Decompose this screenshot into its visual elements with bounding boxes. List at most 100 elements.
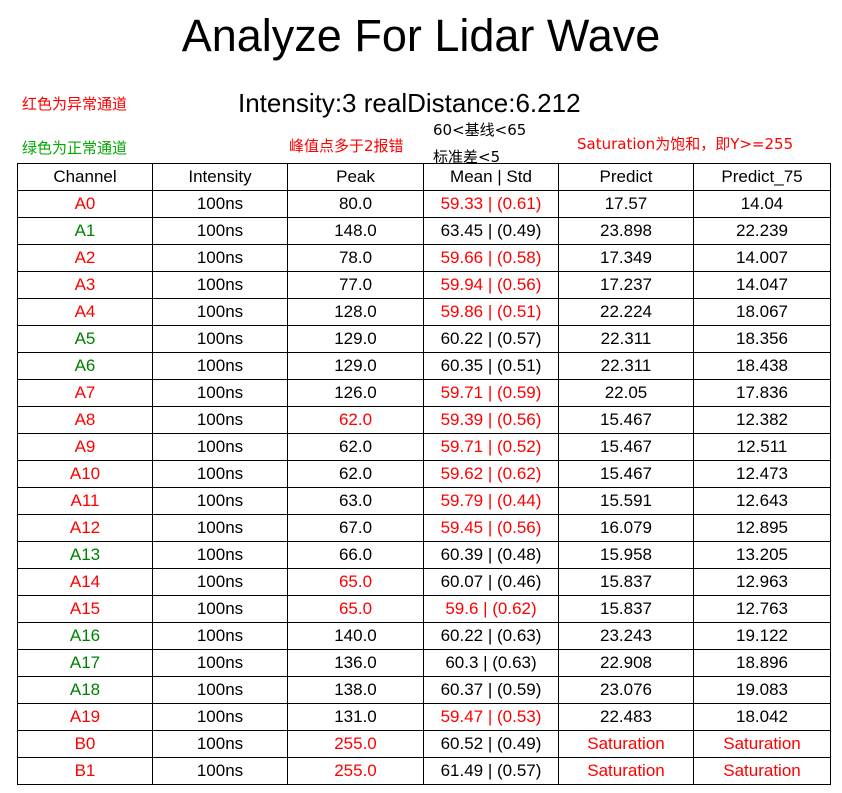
peak-cell: 128.0	[287, 298, 424, 326]
table-row: A0 100ns 80.0 59.33 | (0.61) 17.57 14.04	[17, 190, 831, 218]
peak-cell: 77.0	[287, 271, 424, 299]
intensity-cell: 100ns	[152, 568, 288, 596]
predict-75-cell: 18.042	[693, 703, 831, 731]
peak-cell: 62.0	[287, 433, 424, 461]
intensity-cell: 100ns	[152, 379, 288, 407]
predict-cell: 15.467	[558, 433, 694, 461]
table-row: A6 100ns 129.0 60.35 | (0.51) 22.311 18.438	[17, 352, 831, 380]
peak-cell: 255.0	[287, 757, 424, 785]
channel-cell: A19	[17, 703, 153, 731]
predict-cell: 23.898	[558, 217, 694, 245]
table-row: A19 100ns 131.0 59.47 | (0.53) 22.483 18.042	[17, 703, 831, 731]
predict-cell: 23.243	[558, 622, 694, 650]
mean-std-cell: 60.37 | (0.59)	[423, 676, 559, 704]
predict-75-cell: 18.438	[693, 352, 831, 380]
mean-std-cell: 60.22 | (0.63)	[423, 622, 559, 650]
predict-cell: 22.483	[558, 703, 694, 731]
peak-cell: 65.0	[287, 568, 424, 596]
predict-75-cell: 18.896	[693, 649, 831, 677]
header-peak: Peak	[287, 163, 424, 191]
channel-cell: A9	[17, 433, 153, 461]
legend-normal-text: 绿色为正常通道	[22, 139, 128, 157]
table-row: A1 100ns 148.0 63.45 | (0.49) 23.898 22.239	[17, 217, 831, 245]
intensity-cell: 100ns	[152, 352, 288, 380]
table-row: A16 100ns 140.0 60.22 | (0.63) 23.243 19.122	[17, 622, 831, 650]
predict-75-cell: 13.205	[693, 541, 831, 569]
predict-cell: Saturation	[558, 730, 694, 758]
mean-std-cell: 59.71 | (0.52)	[423, 433, 559, 461]
channel-cell: A11	[17, 487, 153, 515]
peak-cell: 131.0	[287, 703, 424, 731]
peak-cell: 78.0	[287, 244, 424, 272]
peak-cell: 148.0	[287, 217, 424, 245]
mean-std-cell: 60.35 | (0.51)	[423, 352, 559, 380]
channel-cell: A5	[17, 325, 153, 353]
channel-cell: A7	[17, 379, 153, 407]
channel-cell: A4	[17, 298, 153, 326]
predict-75-cell: 12.511	[693, 433, 831, 461]
intensity-cell: 100ns	[152, 244, 288, 272]
predict-cell: 16.079	[558, 514, 694, 542]
predict-cell: 15.467	[558, 460, 694, 488]
intensity-cell: 100ns	[152, 460, 288, 488]
predict-cell: 17.57	[558, 190, 694, 218]
predict-cell: 15.591	[558, 487, 694, 515]
mean-std-cell: 60.22 | (0.57)	[423, 325, 559, 353]
channel-table: Channel Intensity Peak Mean | Std Predic…	[17, 163, 831, 785]
intensity-cell: 100ns	[152, 433, 288, 461]
predict-cell: Saturation	[558, 757, 694, 785]
intensity-cell: 100ns	[152, 676, 288, 704]
predict-75-cell: 12.895	[693, 514, 831, 542]
table-row: A7 100ns 126.0 59.71 | (0.59) 22.05 17.836	[17, 379, 831, 407]
header-predict-75: Predict_75	[693, 163, 831, 191]
mean-std-cell: 60.3 | (0.63)	[423, 649, 559, 677]
predict-75-cell: 12.382	[693, 406, 831, 434]
mean-std-cell: 59.6 | (0.62)	[423, 595, 559, 623]
intensity-cell: 100ns	[152, 649, 288, 677]
std-rule-note: 标准差<5	[433, 148, 501, 166]
intensity-cell: 100ns	[152, 217, 288, 245]
peak-cell: 136.0	[287, 649, 424, 677]
table-row: A5 100ns 129.0 60.22 | (0.57) 22.311 18.356	[17, 325, 831, 353]
table-row: A14 100ns 65.0 60.07 | (0.46) 15.837 12.963	[17, 568, 831, 596]
intensity-cell: 100ns	[152, 406, 288, 434]
peak-cell: 129.0	[287, 325, 424, 353]
intensity-cell: 100ns	[152, 271, 288, 299]
mean-std-cell: 59.71 | (0.59)	[423, 379, 559, 407]
peak-rule-note: 峰值点多于2报错	[289, 137, 404, 155]
page-title: Analyze For Lidar Wave	[181, 10, 661, 61]
predict-cell: 22.05	[558, 379, 694, 407]
table-row: A8 100ns 62.0 59.39 | (0.56) 15.467 12.382	[17, 406, 831, 434]
summary-text: Intensity:3 realDistance:6.212	[238, 88, 581, 118]
intensity-cell: 100ns	[152, 757, 288, 785]
mean-std-cell: 60.07 | (0.46)	[423, 568, 559, 596]
predict-cell: 17.237	[558, 271, 694, 299]
mean-std-cell: 63.45 | (0.49)	[423, 217, 559, 245]
peak-cell: 129.0	[287, 352, 424, 380]
intensity-cell: 100ns	[152, 595, 288, 623]
channel-cell: B1	[17, 757, 153, 785]
predict-cell: 22.908	[558, 649, 694, 677]
channel-cell: A10	[17, 460, 153, 488]
channel-cell: A2	[17, 244, 153, 272]
channel-cell: A16	[17, 622, 153, 650]
intensity-cell: 100ns	[152, 541, 288, 569]
predict-cell: 22.224	[558, 298, 694, 326]
mean-std-cell: 59.47 | (0.53)	[423, 703, 559, 731]
table-row: B0 100ns 255.0 60.52 | (0.49) Saturation Satu…	[17, 730, 831, 758]
channel-cell: A0	[17, 190, 153, 218]
peak-cell: 66.0	[287, 541, 424, 569]
channel-cell: A14	[17, 568, 153, 596]
predict-75-cell: 14.04	[693, 190, 831, 218]
predict-75-cell: 22.239	[693, 217, 831, 245]
predict-75-cell: 12.473	[693, 460, 831, 488]
channel-cell: A6	[17, 352, 153, 380]
table-row: A10 100ns 62.0 59.62 | (0.62) 15.467 12.473	[17, 460, 831, 488]
header-predict: Predict	[558, 163, 694, 191]
channel-cell: A15	[17, 595, 153, 623]
predict-cell: 15.467	[558, 406, 694, 434]
saturation-note: Saturation为饱和，即Y>=255	[577, 135, 794, 153]
table-row: A4 100ns 128.0 59.86 | (0.51) 22.224 18.067	[17, 298, 831, 326]
predict-75-cell: Saturation	[693, 757, 831, 785]
predict-75-cell: 17.836	[693, 379, 831, 407]
